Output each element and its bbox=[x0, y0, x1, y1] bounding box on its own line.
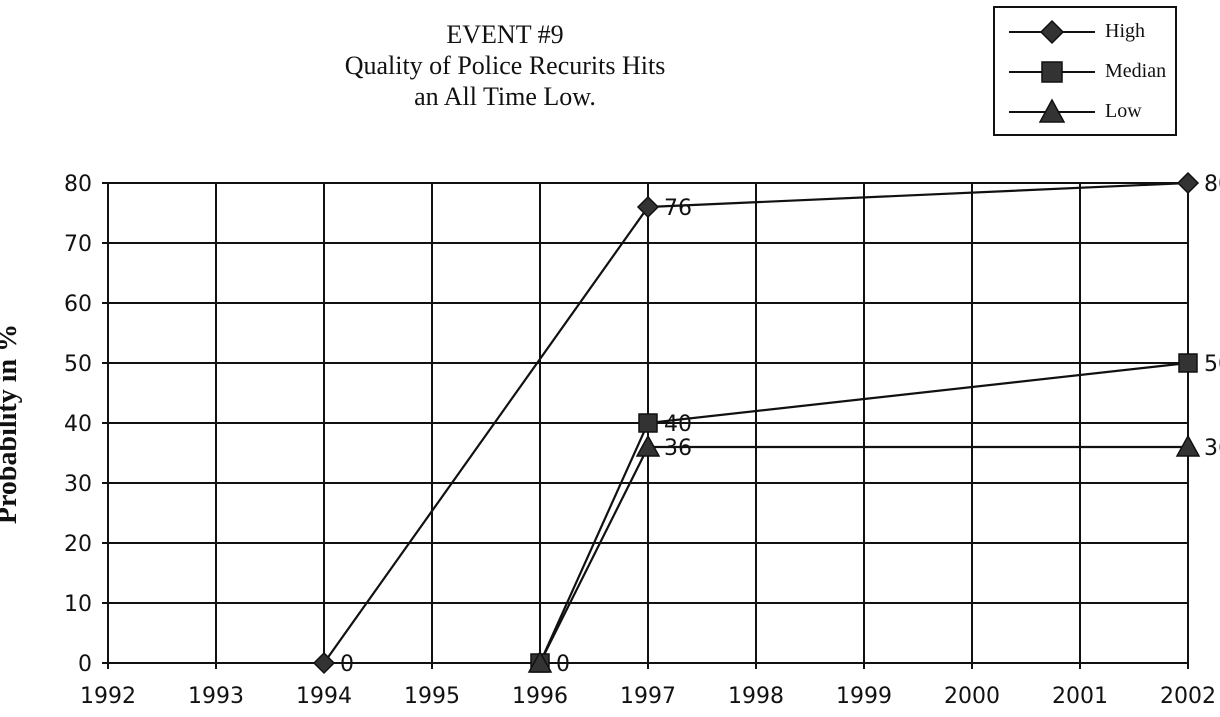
point-high bbox=[1176, 171, 1200, 195]
data-label-low: 36 bbox=[1204, 436, 1220, 461]
data-label-median: 50 bbox=[1204, 352, 1220, 377]
legend-triangle-icon bbox=[1038, 98, 1066, 123]
x-tick-label: 1999 bbox=[836, 684, 892, 709]
x-tick-label: 2002 bbox=[1160, 684, 1216, 709]
data-label-high: 80 bbox=[1204, 172, 1220, 197]
y-tick-label: 50 bbox=[64, 352, 92, 377]
data-label-median: 0 bbox=[556, 652, 570, 677]
x-tick-label: 1997 bbox=[620, 684, 676, 709]
point-low bbox=[635, 434, 661, 457]
point-low bbox=[1175, 434, 1201, 457]
x-tick-label: 1996 bbox=[512, 684, 568, 709]
data-label-low: 36 bbox=[664, 436, 692, 461]
y-tick-label: 60 bbox=[64, 292, 92, 317]
x-tick-label: 1992 bbox=[80, 684, 136, 709]
x-tick-label: 2000 bbox=[944, 684, 1000, 709]
legend-label-low: Low bbox=[1105, 100, 1142, 122]
chart-title-line-1: EVENT #9 bbox=[446, 20, 564, 49]
y-tick-label: 20 bbox=[64, 532, 92, 557]
x-tick-label: 1993 bbox=[188, 684, 244, 709]
y-tick-label: 30 bbox=[64, 472, 92, 497]
chart-title-line-2: Quality of Police Recurits Hits bbox=[344, 51, 666, 80]
point-high bbox=[312, 651, 336, 675]
point-median bbox=[638, 413, 658, 433]
x-tick-label: 1994 bbox=[296, 684, 352, 709]
legend-square-icon bbox=[1041, 61, 1063, 83]
point-high bbox=[636, 195, 660, 219]
legend-markers bbox=[1009, 19, 1095, 123]
x-tick-label: 1995 bbox=[404, 684, 460, 709]
point-median bbox=[1178, 353, 1198, 373]
legend-label-high: High bbox=[1105, 20, 1145, 42]
y-tick-label: 0 bbox=[78, 652, 92, 677]
y-tick-label: 70 bbox=[64, 232, 92, 257]
data-label-high: 76 bbox=[664, 196, 692, 221]
point-low bbox=[527, 650, 553, 673]
y-tick-label: 40 bbox=[64, 412, 92, 437]
data-label-median: 40 bbox=[664, 412, 692, 437]
legend-label-median: Median bbox=[1105, 60, 1167, 82]
chart-title-line-3: an All Time Low. bbox=[414, 82, 596, 111]
x-tick-label: 1998 bbox=[728, 684, 784, 709]
chart-legend: High Median Low bbox=[993, 6, 1177, 136]
x-tick-label: 2001 bbox=[1052, 684, 1108, 709]
data-label-high: 0 bbox=[340, 652, 354, 677]
legend-diamond-icon bbox=[1039, 19, 1065, 45]
y-tick-label: 80 bbox=[64, 172, 92, 197]
y-tick-label: 10 bbox=[64, 592, 92, 617]
